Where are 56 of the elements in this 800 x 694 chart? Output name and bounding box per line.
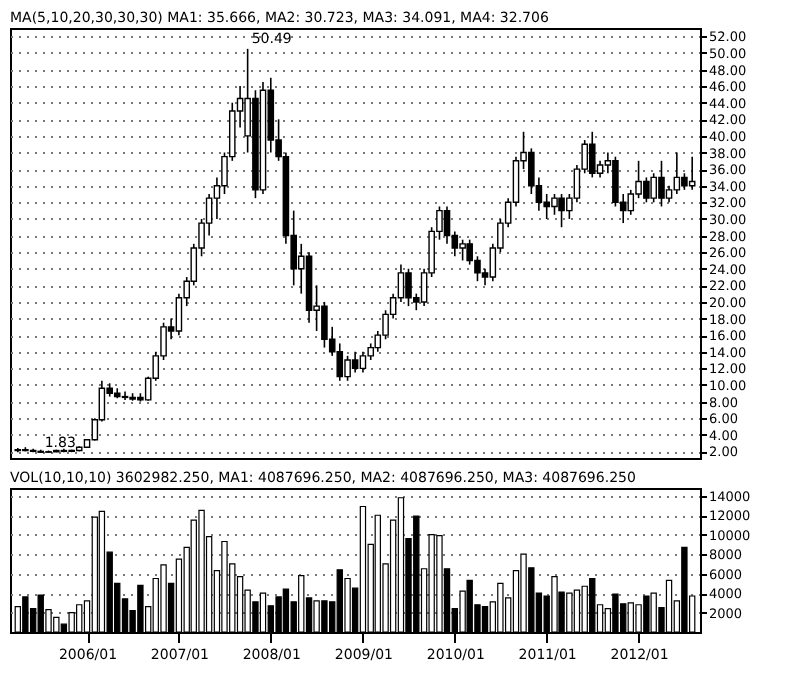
- bar: [137, 584, 144, 633]
- bar: [221, 540, 228, 633]
- bar: [397, 497, 405, 633]
- candlestick: [673, 151, 681, 195]
- bar: [22, 596, 29, 633]
- bar: [344, 577, 351, 633]
- bar: [98, 510, 106, 633]
- bar: [275, 596, 282, 633]
- bar: [643, 595, 650, 633]
- bar: [313, 600, 320, 633]
- candlestick: [643, 176, 650, 204]
- bar: [581, 585, 588, 633]
- bar: [551, 575, 558, 633]
- candlestick: [405, 267, 412, 307]
- bar: [681, 546, 688, 633]
- bar: [76, 604, 83, 633]
- bar: [91, 516, 99, 633]
- bar: [53, 616, 60, 633]
- bar: [259, 592, 267, 633]
- bar: [612, 593, 619, 633]
- bar: [665, 579, 673, 633]
- bar: [466, 579, 473, 633]
- candlestick: [466, 238, 473, 266]
- bar: [497, 582, 504, 633]
- bar: [336, 569, 343, 633]
- candlestick: [351, 350, 359, 374]
- candlestick: [650, 172, 657, 204]
- bar: [627, 602, 634, 633]
- candlestick: [359, 350, 367, 374]
- bar: [436, 535, 443, 633]
- bar: [589, 577, 596, 633]
- candlestick: [627, 189, 635, 216]
- bar: [566, 592, 573, 633]
- bar: [37, 594, 44, 633]
- candlestick: [321, 301, 328, 349]
- candlestick: [658, 160, 665, 208]
- candlestick: [551, 193, 558, 216]
- candlestick: [588, 130, 596, 179]
- bar: [428, 534, 435, 633]
- bar: [68, 611, 75, 633]
- candlestick: [558, 193, 565, 229]
- candlestick: [459, 238, 466, 262]
- candlestick: [344, 355, 351, 382]
- bar: [321, 600, 328, 633]
- bar: [520, 553, 527, 633]
- bar: [413, 515, 420, 633]
- bar: [282, 588, 290, 633]
- bar: [573, 589, 581, 633]
- candlestick: [443, 205, 451, 245]
- candlestick: [121, 390, 129, 401]
- bar: [374, 514, 381, 633]
- bar: [650, 592, 657, 633]
- bar: [481, 606, 489, 633]
- bar: [160, 564, 167, 633]
- bar: [198, 509, 205, 633]
- bar: [298, 574, 305, 633]
